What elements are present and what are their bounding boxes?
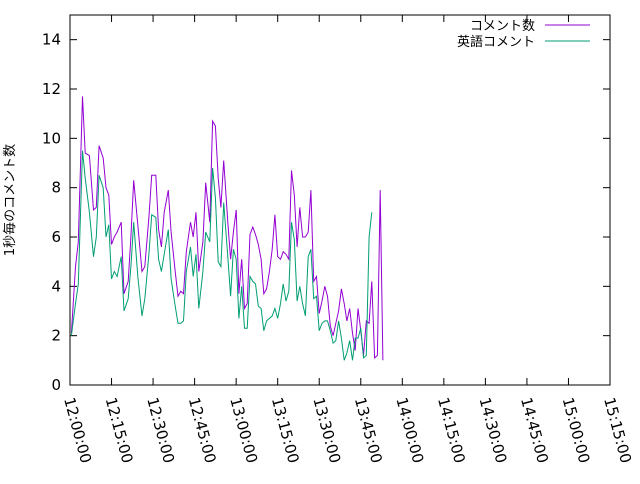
series-lines (70, 96, 384, 361)
y-tick-label: 14 (42, 31, 61, 49)
y-tick-label: 4 (51, 277, 61, 295)
y-tick-label: 10 (42, 129, 61, 147)
x-tick-label: 13:45:00 (351, 395, 386, 465)
y-tick-label: 2 (51, 327, 61, 345)
x-tick-label: 14:30:00 (476, 395, 511, 465)
x-tick-label: 12:15:00 (102, 395, 137, 465)
x-tick-label: 15:15:00 (600, 395, 635, 465)
x-tick-label: 12:00:00 (60, 395, 95, 465)
y-tick-label: 12 (42, 80, 61, 98)
y-tick-label: 0 (51, 376, 61, 394)
series-line-2 (70, 150, 373, 361)
x-tick-label: 12:45:00 (185, 395, 220, 465)
y-axis-label: 1秒毎のコメント数 (2, 144, 18, 256)
plot-frame (69, 14, 611, 386)
x-tick-label: 12:30:00 (143, 395, 178, 465)
x-tick-label: 14:00:00 (392, 395, 427, 465)
x-tick-label: 15:00:00 (559, 395, 594, 465)
x-tick-label: 13:15:00 (268, 395, 303, 465)
x-tick-label: 13:00:00 (226, 395, 261, 465)
y-tick-label: 8 (51, 179, 61, 197)
x-tick-label: 14:45:00 (517, 395, 552, 465)
x-tick-label: 14:15:00 (434, 395, 469, 465)
y-tick-label: 6 (51, 228, 61, 246)
x-tick-label: 13:30:00 (309, 395, 344, 465)
legend-label-1: コメント数 (470, 19, 535, 34)
legend-label-2: 英語コメント (457, 34, 535, 50)
series-line-1 (70, 96, 384, 361)
